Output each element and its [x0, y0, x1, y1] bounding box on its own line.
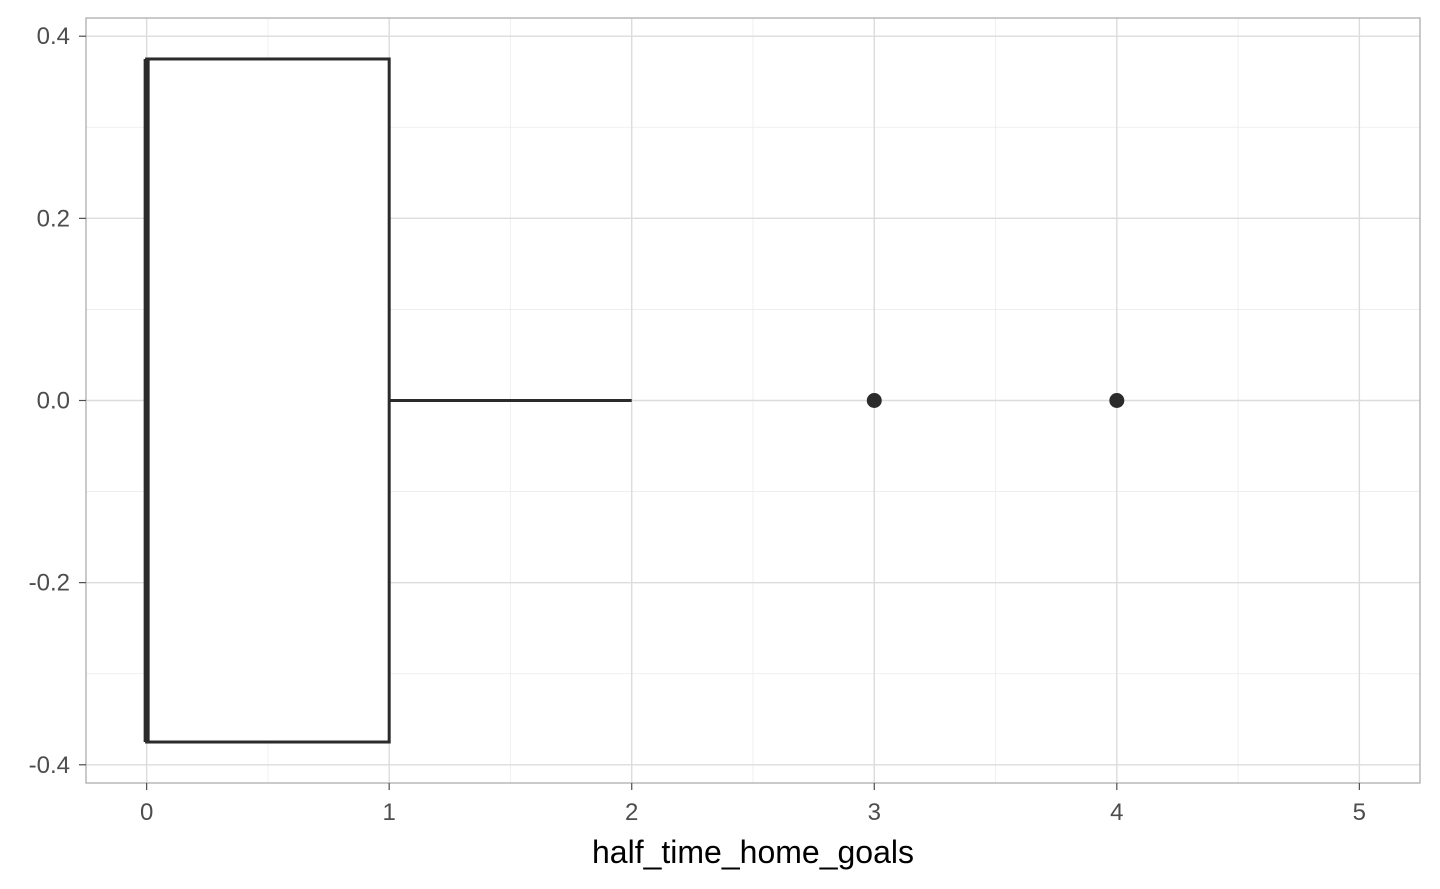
- y-tick-label: 0.4: [37, 23, 70, 50]
- x-axis-title: half_time_home_goals: [592, 834, 914, 870]
- x-tick-label: 0: [140, 799, 153, 826]
- x-tick-label: 2: [625, 799, 638, 826]
- y-tick-label: 0.2: [37, 205, 70, 232]
- x-tick-label: 3: [868, 799, 881, 826]
- x-tick-label: 5: [1353, 799, 1366, 826]
- axis-ticks: 0 1 2 3 4 5 -0.4 -0.2 0.0 0.2 0.4: [29, 23, 1366, 826]
- x-tick-label: 4: [1110, 799, 1123, 826]
- x-tick-label: 1: [383, 799, 396, 826]
- y-tick-label: -0.4: [29, 752, 70, 779]
- y-tick-label: 0.0: [37, 388, 70, 415]
- outlier-point: [866, 393, 882, 408]
- plot-marks: [143, 57, 1125, 744]
- box-iqr: [145, 57, 391, 744]
- y-tick-label: -0.2: [29, 570, 70, 597]
- outlier-point: [1109, 393, 1125, 408]
